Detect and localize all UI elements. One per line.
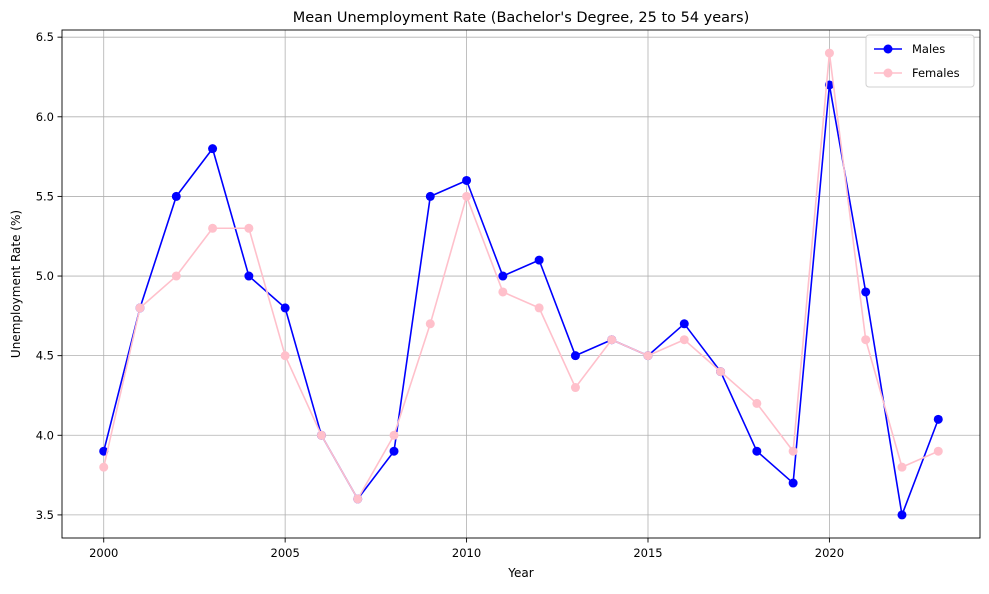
data-point-males xyxy=(99,446,109,456)
legend-marker xyxy=(883,68,893,78)
data-point-females xyxy=(534,303,544,313)
data-point-males xyxy=(861,287,871,297)
data-point-females xyxy=(135,303,145,313)
data-point-males xyxy=(679,319,689,329)
y-tick-label: 5.5 xyxy=(36,189,54,203)
data-point-males xyxy=(498,271,508,281)
data-point-females xyxy=(316,430,326,440)
data-point-females xyxy=(861,335,871,345)
data-point-males xyxy=(280,303,290,313)
data-point-males xyxy=(534,255,544,265)
data-point-males xyxy=(933,414,943,424)
y-axis-label: Unemployment Rate (%) xyxy=(9,210,23,358)
data-point-females xyxy=(280,351,290,361)
data-point-males xyxy=(244,271,254,281)
legend: Males Females xyxy=(865,34,975,88)
x-tick-label: 2000 xyxy=(89,546,118,560)
y-tick-label: 6.0 xyxy=(36,110,54,124)
legend-label: Males xyxy=(912,42,945,56)
x-tick-label: 2015 xyxy=(633,546,662,560)
data-point-females xyxy=(171,271,181,281)
data-point-females xyxy=(462,191,472,201)
series-layer xyxy=(99,48,943,520)
x-axis-label: Year xyxy=(507,566,533,580)
data-point-females xyxy=(752,398,762,408)
chart-title: Mean Unemployment Rate (Bachelor's Degre… xyxy=(293,10,749,26)
legend-marker xyxy=(883,44,893,54)
data-point-females xyxy=(389,430,399,440)
data-point-females xyxy=(607,335,617,345)
data-point-females xyxy=(353,494,363,504)
data-point-females xyxy=(897,462,907,472)
legend-label: Females xyxy=(912,66,960,80)
x-tick-label: 2005 xyxy=(271,546,300,560)
series-line-females xyxy=(102,52,939,500)
data-point-males xyxy=(171,191,181,201)
data-point-males xyxy=(462,175,472,185)
grid-lines xyxy=(62,30,980,538)
series-line-males xyxy=(102,84,940,516)
legend-item-males: Males xyxy=(874,42,945,56)
y-tick-label: 6.5 xyxy=(36,30,54,44)
data-point-females xyxy=(244,223,254,233)
data-point-females xyxy=(208,223,218,233)
data-point-males xyxy=(897,510,907,520)
axis-ticks: 2000 2005 2010 2015 2020 3.5 4.0 4.5 5.0 5.5 6.0 6.… xyxy=(36,30,844,560)
data-point-females xyxy=(425,319,435,329)
data-point-females xyxy=(824,48,834,58)
data-point-males xyxy=(425,191,435,201)
legend-box xyxy=(865,34,975,88)
data-point-males xyxy=(570,351,580,361)
y-tick-label: 5.0 xyxy=(36,269,54,283)
legend-item-females: Females xyxy=(874,66,960,80)
data-point-males xyxy=(389,446,399,456)
y-tick-label: 3.5 xyxy=(36,508,54,522)
data-point-females xyxy=(99,462,109,472)
data-point-females xyxy=(679,335,689,345)
x-tick-label: 2010 xyxy=(452,546,481,560)
data-point-females xyxy=(498,287,508,297)
data-point-females xyxy=(933,446,943,456)
plot-frame xyxy=(61,29,981,539)
x-tick-label: 2020 xyxy=(815,546,844,560)
data-point-females xyxy=(788,446,798,456)
y-tick-label: 4.5 xyxy=(36,349,54,363)
y-tick-label: 4.0 xyxy=(36,428,54,442)
data-point-females xyxy=(716,367,726,377)
data-point-females xyxy=(570,383,580,393)
data-point-males xyxy=(208,144,218,154)
series-females xyxy=(99,48,943,504)
data-point-males xyxy=(788,478,798,488)
data-point-females xyxy=(643,351,653,361)
data-point-males xyxy=(752,446,762,456)
